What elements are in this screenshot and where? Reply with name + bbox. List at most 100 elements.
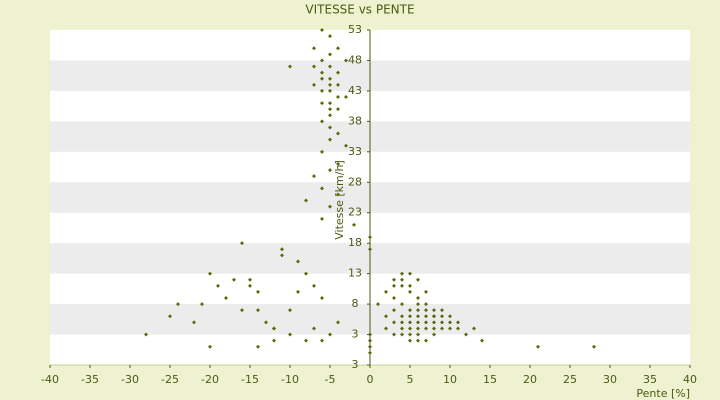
point xyxy=(296,259,300,264)
point xyxy=(328,137,332,142)
point xyxy=(192,320,196,325)
point xyxy=(416,320,420,325)
point xyxy=(328,332,332,337)
x-tick-label: 5 xyxy=(407,373,414,386)
x-tick-label: -5 xyxy=(325,373,336,386)
point xyxy=(440,308,444,313)
point xyxy=(328,168,332,173)
point xyxy=(416,314,420,319)
point xyxy=(448,326,452,331)
point xyxy=(328,34,332,39)
x-tick-label: -40 xyxy=(41,373,59,386)
point xyxy=(328,113,332,118)
point xyxy=(456,326,460,331)
point xyxy=(288,332,292,337)
point xyxy=(272,338,276,343)
point xyxy=(368,235,372,240)
point xyxy=(368,344,372,349)
x-tick-label: -35 xyxy=(81,373,99,386)
point xyxy=(368,332,372,337)
point xyxy=(312,46,316,51)
y-axis-label: Vitesse [km/h] xyxy=(333,160,346,240)
point xyxy=(336,320,340,325)
point xyxy=(336,192,340,197)
point xyxy=(320,296,324,300)
point xyxy=(176,302,180,307)
x-tick-label: -10 xyxy=(281,373,299,386)
point xyxy=(392,320,396,325)
point xyxy=(416,326,420,331)
point xyxy=(424,289,428,294)
point xyxy=(312,64,316,69)
point xyxy=(432,308,436,313)
point xyxy=(400,320,404,325)
point xyxy=(280,247,284,252)
point xyxy=(424,314,428,319)
point xyxy=(232,277,236,282)
point xyxy=(368,338,372,343)
point xyxy=(408,308,412,313)
point xyxy=(424,308,428,313)
point xyxy=(456,320,460,325)
y-tick-label: 3 xyxy=(352,358,359,371)
point xyxy=(296,289,300,294)
point xyxy=(320,216,324,221)
y-tick-label: 3 xyxy=(352,328,359,341)
point xyxy=(408,332,412,337)
point xyxy=(472,326,476,331)
point xyxy=(592,344,596,349)
point xyxy=(320,76,324,81)
point xyxy=(336,131,340,136)
point xyxy=(320,88,324,93)
point xyxy=(480,338,484,343)
point xyxy=(304,338,308,343)
point xyxy=(328,125,332,130)
point xyxy=(408,271,412,276)
point xyxy=(424,338,428,343)
point xyxy=(416,302,420,307)
point xyxy=(368,350,372,355)
point xyxy=(224,296,228,300)
y-tick-label: 43 xyxy=(348,84,362,97)
point xyxy=(440,314,444,319)
point xyxy=(440,326,444,331)
point xyxy=(312,174,316,179)
point xyxy=(432,320,436,325)
point xyxy=(256,344,260,349)
point xyxy=(336,70,340,75)
x-tick-label: 10 xyxy=(443,373,457,386)
point xyxy=(320,101,324,106)
point xyxy=(304,198,308,203)
point xyxy=(400,271,404,276)
point xyxy=(336,82,340,87)
point xyxy=(408,314,412,319)
point xyxy=(408,338,412,343)
point xyxy=(248,283,252,288)
point xyxy=(384,314,388,319)
point xyxy=(304,271,308,276)
point xyxy=(432,314,436,319)
chart-title: VITESSE vs PENTE xyxy=(305,3,414,17)
point xyxy=(416,332,420,337)
point xyxy=(400,283,404,288)
point xyxy=(320,149,324,154)
point xyxy=(408,320,412,325)
x-tick-label: 30 xyxy=(603,373,617,386)
point xyxy=(368,247,372,252)
point xyxy=(320,70,324,75)
point xyxy=(432,326,436,331)
point xyxy=(408,283,412,288)
point xyxy=(400,302,404,307)
point xyxy=(416,296,420,300)
point xyxy=(400,277,404,282)
x-tick-label: 25 xyxy=(563,373,577,386)
point xyxy=(424,320,428,325)
y-tick-label: 18 xyxy=(348,236,362,249)
point xyxy=(328,64,332,69)
x-axis-label: Pente [%] xyxy=(636,387,690,400)
point xyxy=(392,296,396,300)
point xyxy=(392,332,396,337)
point xyxy=(424,302,428,307)
point xyxy=(312,326,316,331)
point xyxy=(392,277,396,282)
